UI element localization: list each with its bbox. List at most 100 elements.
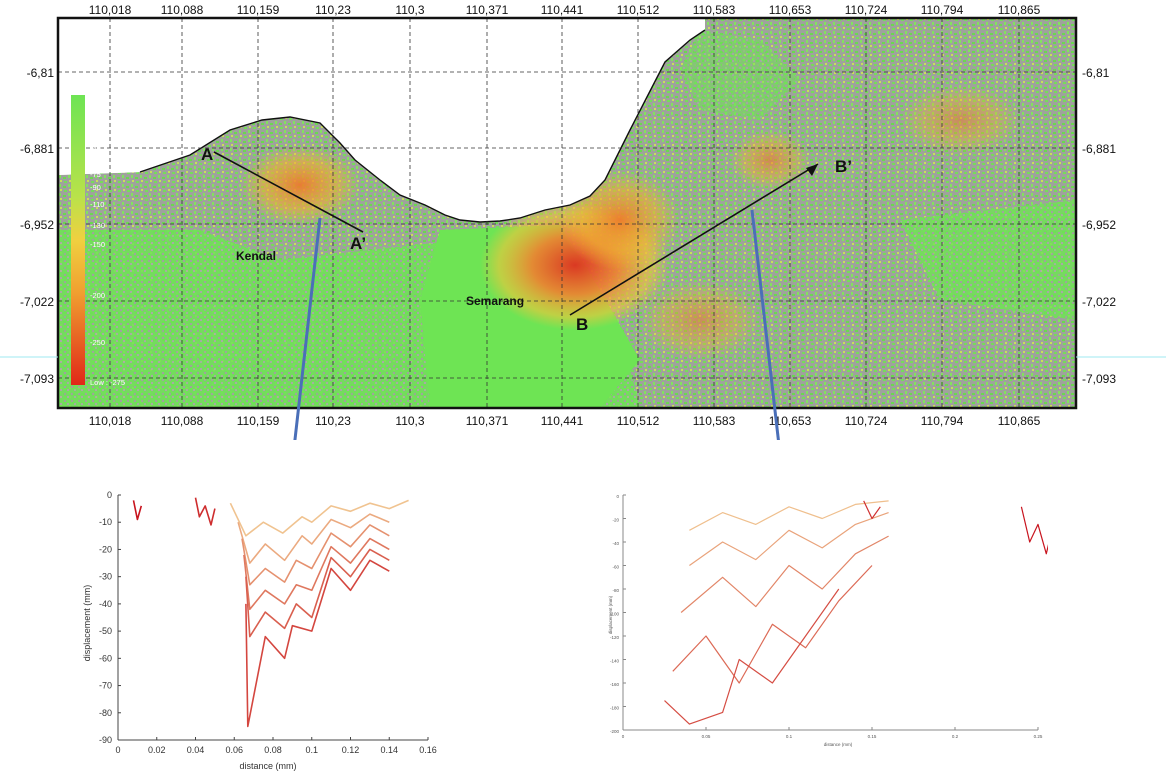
latitude-ticks-right: -6,81 -6,881 -6,952 -7,022 -7,093 [1082,66,1116,386]
x-tick-label: 0.08 [264,745,282,755]
legend-value: -40 [90,144,101,153]
y-tick-label: 0 [616,494,619,499]
longitude-tick-bottom: 110,724 [845,414,888,428]
x-tick-label: 0.1 [305,745,318,755]
legend-high-label: High : 20 [90,94,120,103]
series-line [664,588,840,725]
legend-value: -110 [90,200,104,209]
legend-value: -90 [90,183,101,192]
longitude-tick-bottom: 110,653 [769,414,812,428]
longitude-tick-top: 110,088 [161,3,204,17]
map-border [56,16,1078,410]
map-grid [58,18,1076,408]
y-tick-label: -40 [99,599,112,609]
longitude-tick-bottom: 110,088 [161,414,204,428]
legend-value: -50 [90,152,101,161]
profile-b-xlabel: distance (mm) [824,742,853,747]
legend-value: -200 [90,291,105,300]
displacement-map: High : 20 0-10-20-30-40-50-60-75 -90 -110 -… [0,3,1166,440]
latitude-tick-left: -6,881 [20,142,54,156]
y-tick-label: -200 [610,729,620,734]
longitude-tick-bottom: 110,159 [237,414,280,428]
legend-colorbar [71,95,85,385]
longitude-tick-bottom: 110,3 [395,414,424,428]
longitude-tick-bottom: 110,583 [693,414,736,428]
profile-b-axes: 0 0.05 0.1 0.15 0.2 0.25 0 -20 -40 -60 -80 -100 -120… [610,494,1043,739]
y-tick-label: 0 [107,490,112,500]
y-tick-label: -10 [99,517,112,527]
map-raster [58,18,1076,408]
series-line [1020,506,1048,555]
place-label-semarang: Semarang [466,294,524,308]
coastline [139,29,706,223]
x-tick-label: 0.25 [1034,734,1043,739]
longitude-tick-top: 110,23 [315,3,351,17]
series-line [672,565,873,684]
series-line [229,499,409,537]
x-tick-label: 0.1 [786,734,793,739]
y-tick-label: -30 [99,572,112,582]
latitude-tick-left: -6,81 [27,66,55,80]
x-tick-label: 0 [622,734,625,739]
profile-b-arrowhead [806,164,818,176]
legend-value: -20 [90,128,101,137]
x-tick-label: 0.05 [702,734,711,739]
profile-point-a: A [201,145,213,164]
longitude-tick-bottom: 110,018 [89,414,132,428]
longitude-tick-top: 110,3 [395,3,424,17]
profile-a-chart: 0 0.02 0.04 0.06 0.08 0.1 0.12 0.14 0.16 0 -10 -20 -… [82,490,437,771]
profile-line-b [569,163,819,316]
x-tick-label: 0.02 [148,745,166,755]
series-line [245,559,390,728]
legend-value: -75 [90,170,101,179]
y-tick-label: -40 [612,541,619,546]
longitude-tick-bottom: 110,371 [466,414,509,428]
y-tick-label: -80 [99,708,112,718]
longitude-tick-bottom: 110,794 [921,414,964,428]
longitude-tick-top: 110,371 [466,3,509,17]
longitude-ticks-top: 110,018 110,088 110,159 110,23 110,3 110,371 1… [89,3,1041,17]
series-line [689,500,889,531]
longitude-tick-top: 110,794 [921,3,964,17]
y-tick-label: -100 [610,612,620,617]
series-line [689,512,889,566]
profile-a-xlabel: distance (mm) [239,761,296,771]
profile-a-axes: 0 0.02 0.04 0.06 0.08 0.1 0.12 0.14 0.16 0 -10 -20 -… [99,490,437,755]
series-line [243,537,390,611]
x-tick-label: 0 [115,745,120,755]
profile-point-b-prime: B’ [835,157,852,176]
longitude-tick-bottom: 110,865 [998,414,1041,428]
y-tick-label: -160 [610,682,620,687]
profile-line-a [213,151,364,233]
y-tick-label: -60 [99,653,112,663]
latitude-tick-right: -6,881 [1082,142,1116,156]
legend: High : 20 0-10-20-30-40-50-60-75 -90 -110 -… [71,94,125,387]
y-tick-label: -60 [612,565,619,570]
longitude-tick-top: 110,512 [617,3,660,17]
series-line [245,548,390,638]
x-tick-label: 0.04 [187,745,205,755]
latitude-tick-left: -7,022 [20,295,54,309]
legend-low-label: Low : -275 [90,378,125,387]
longitude-tick-top: 110,159 [237,3,280,17]
legend-value: 0 [90,112,94,121]
y-tick-label: -90 [99,735,112,745]
x-tick-label: 0.2 [952,734,959,739]
latitude-tick-right: -6,952 [1082,218,1116,232]
x-tick-label: 0.15 [868,734,877,739]
latitude-tick-right: -6,81 [1082,66,1110,80]
longitude-tick-bottom: 110,23 [315,414,351,428]
series-line [194,497,216,526]
legend-values: 0-10-20-30-40-50-60-75 -90 -110 -130 -150 -20… [90,112,105,347]
y-tick-label: -50 [99,626,112,636]
x-tick-label: 0.12 [342,745,360,755]
profile-lines: A A’ B B’ [201,145,852,334]
y-tick-label: -20 [99,544,112,554]
y-tick-label: -70 [99,681,112,691]
x-tick-label: 0.16 [419,745,437,755]
longitude-tick-bottom: 110,512 [617,414,660,428]
latitude-tick-right: -7,093 [1082,372,1116,386]
callout-arrow-a [293,217,322,440]
legend-value: -250 [90,338,105,347]
longitude-ticks-bottom: 110,018 110,088 110,159 110,23 110,3 110,371 1… [89,414,1041,428]
